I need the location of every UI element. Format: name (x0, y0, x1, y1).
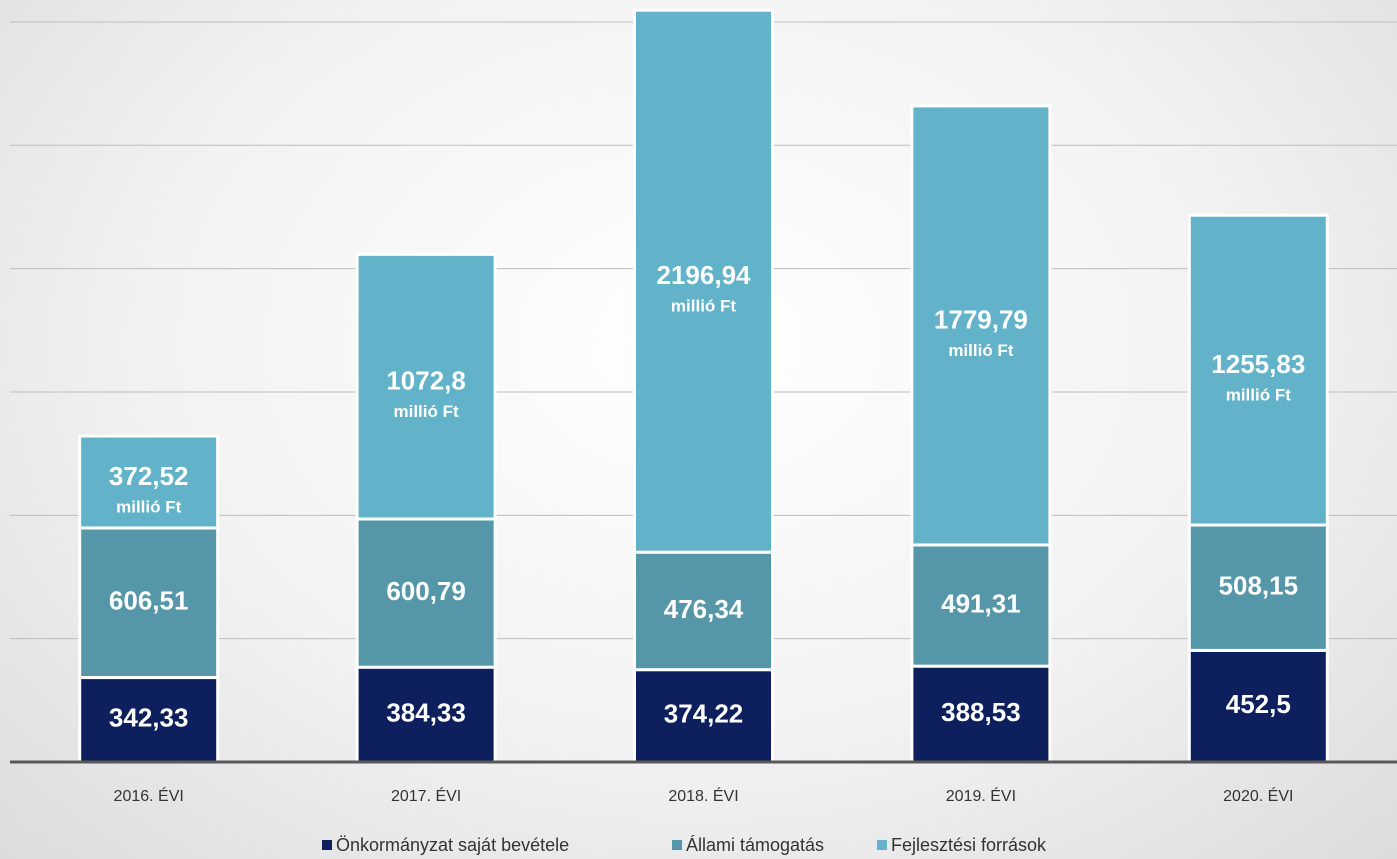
x-tick-label: 2020. ÉVI (1223, 786, 1293, 805)
value-label: 508,15 (1219, 571, 1299, 601)
value-label: 1072,8 (386, 366, 466, 396)
unit-label: millió Ft (394, 402, 460, 421)
bar-segment (78, 526, 220, 680)
value-label: 600,79 (386, 576, 466, 606)
bar-segment (355, 252, 497, 521)
value-label: 342,33 (109, 703, 189, 733)
x-tick-label: 2018. ÉVI (668, 786, 738, 805)
value-label: 1779,79 (934, 304, 1028, 334)
value-label: 388,53 (941, 697, 1021, 727)
bar-segment (910, 664, 1052, 764)
legend-label: Fejlesztési források (891, 835, 1047, 855)
unit-label: millió Ft (1226, 386, 1292, 405)
unit-label: millió Ft (948, 341, 1014, 360)
legend-swatch (322, 840, 332, 850)
value-label: 374,22 (664, 699, 744, 729)
value-label: 372,52 (109, 461, 189, 491)
bar-segment (1187, 523, 1329, 652)
bar-segment (633, 550, 774, 672)
bar-segment (633, 668, 774, 764)
bar-segment (910, 543, 1052, 668)
legend-swatch (672, 840, 682, 850)
x-tick-label: 2017. ÉVI (391, 786, 461, 805)
bar-segment (633, 8, 774, 554)
value-label: 491,31 (941, 588, 1021, 618)
bar-segment (355, 517, 497, 669)
value-label: 476,34 (664, 594, 744, 624)
legend-label: Állami támogatás (686, 835, 824, 855)
bar-segment (1187, 213, 1329, 527)
value-label: 606,51 (109, 586, 189, 616)
bar-segment (910, 104, 1052, 547)
bar-segment (1187, 648, 1329, 764)
value-label: 452,5 (1226, 689, 1291, 719)
x-tick-label: 2019. ÉVI (946, 786, 1016, 805)
value-label: 384,33 (386, 697, 466, 727)
unit-label: millió Ft (116, 497, 182, 516)
value-label: 2196,94 (657, 260, 752, 290)
bar-segment (78, 434, 220, 530)
legend-swatch (877, 840, 887, 850)
legend-label: Önkormányzat saját bevétele (336, 835, 569, 855)
unit-label: millió Ft (671, 297, 737, 316)
x-tick-label: 2016. ÉVI (114, 786, 184, 805)
value-label: 1255,83 (1211, 349, 1305, 379)
